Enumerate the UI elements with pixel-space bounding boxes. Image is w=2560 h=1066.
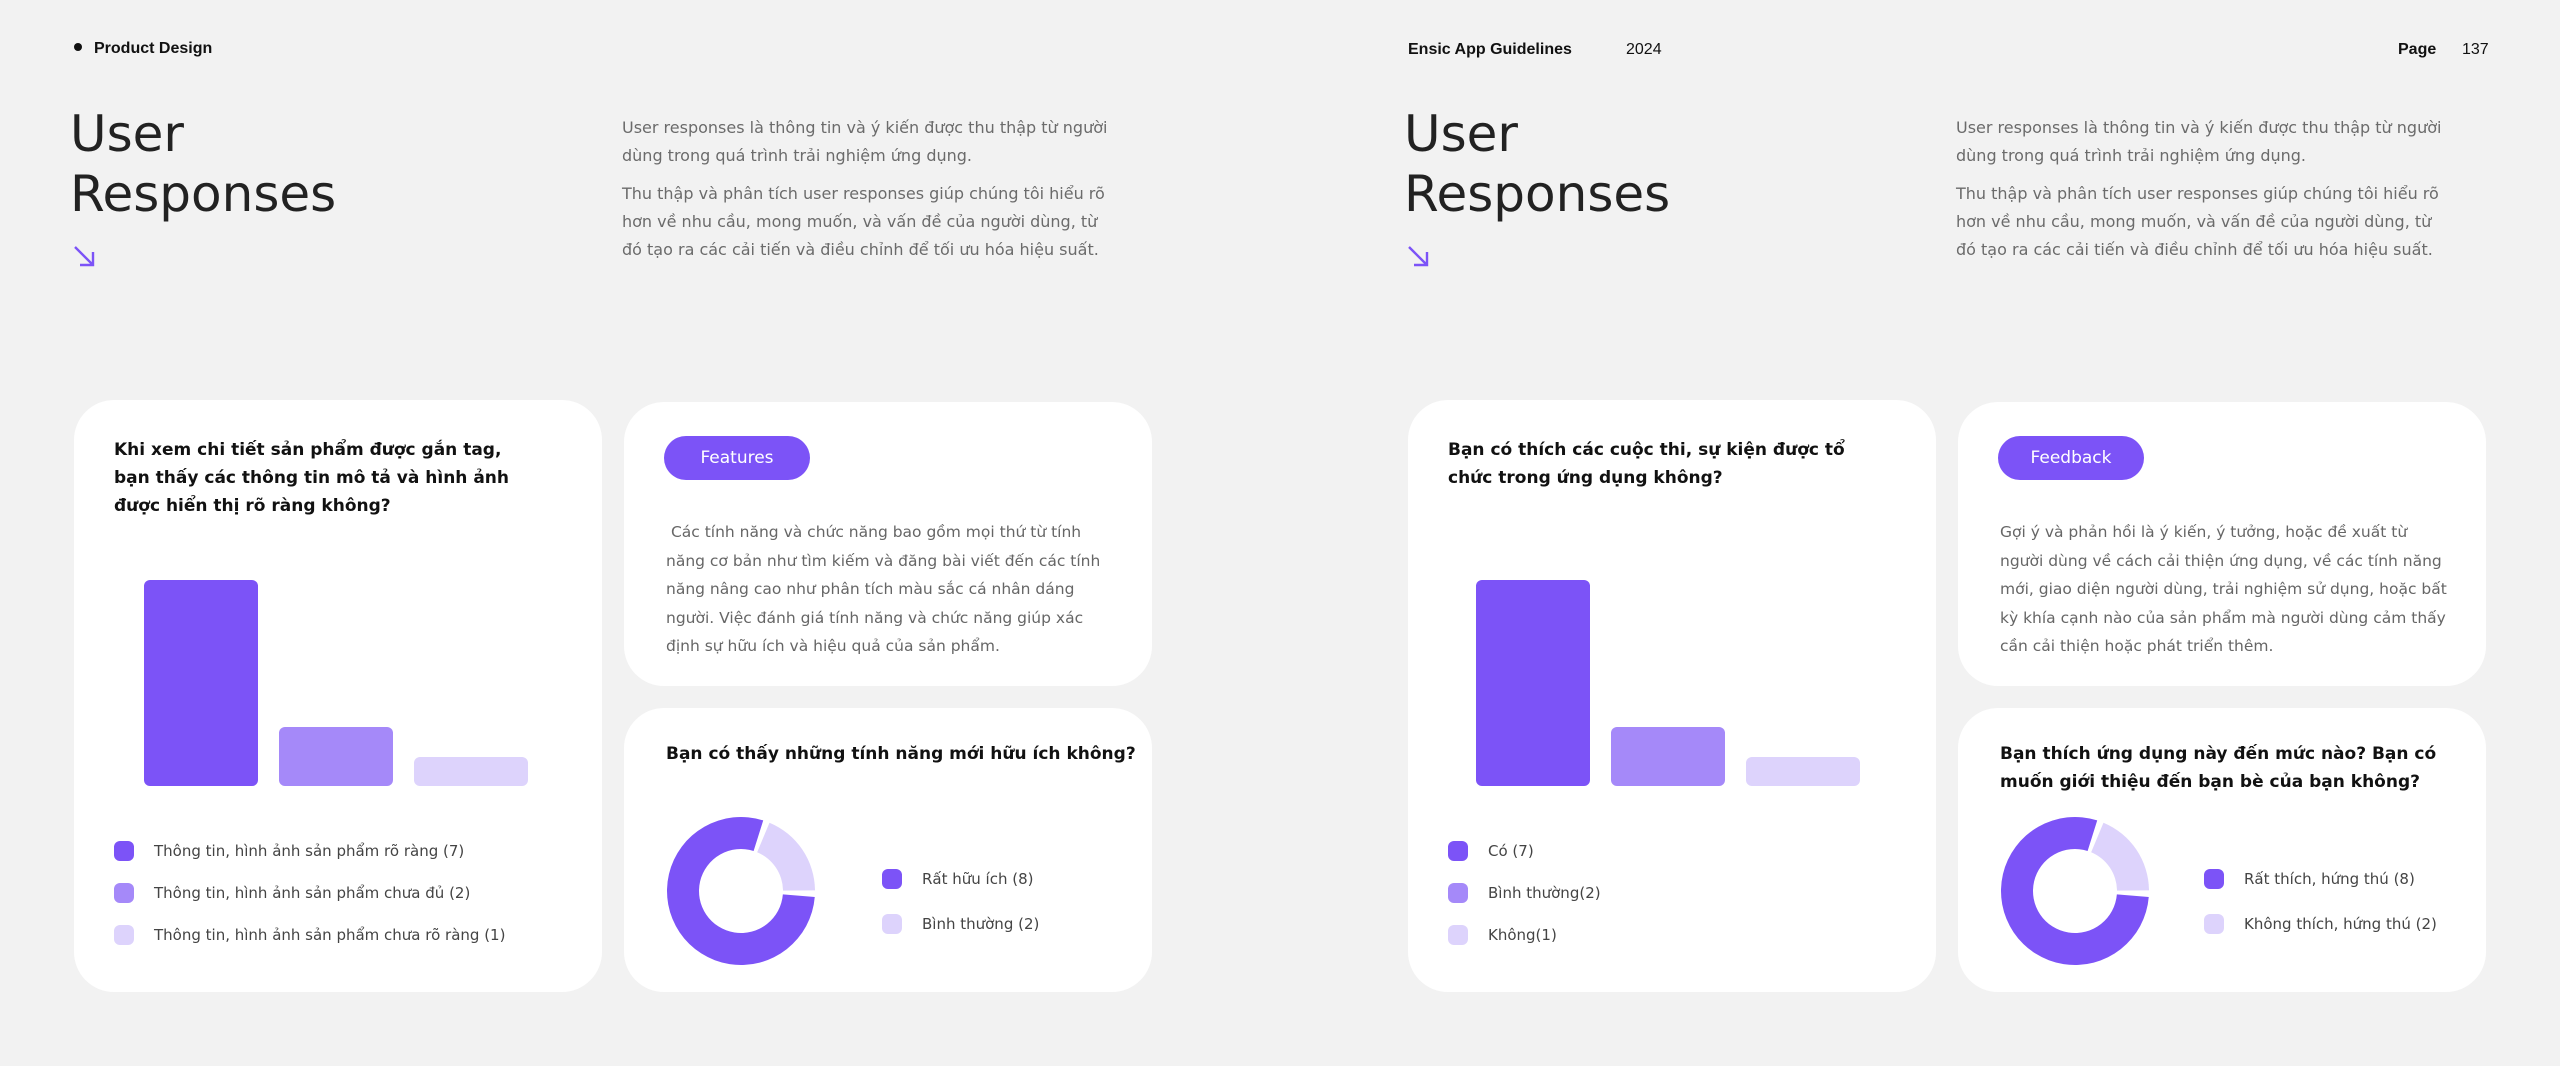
legend-item: Không(1) [1448,914,1601,956]
donut-slice [2091,822,2149,891]
year: 2024 [1626,41,1662,58]
intro-paragraph: Thu thập và phân tích user responses giú… [1956,184,2439,259]
arrow-down-right-icon [74,246,95,267]
intro-text: User responses là thông tin và ý kiến đư… [622,114,1122,264]
chart-legend: Rất thích, hứng thú (8) Không thích, hứn… [2204,856,2437,946]
legend-swatch [114,841,134,861]
left-page: User Responses User responses là thông t… [70,104,1152,992]
donut-slice [667,817,815,965]
right-page: User Responses User responses là thông t… [1334,0,2560,1066]
legend-item: Thông tin, hình ảnh sản phẩm chưa rõ ràn… [114,914,505,956]
legend-label: Bình thường (2) [922,914,1040,933]
legend-label: Rất hữu ích (8) [922,869,1034,888]
donut-slice [757,822,815,891]
intro-paragraph: Thu thập và phân tích user responses giú… [622,184,1105,259]
feedback-tag: Feedback [1998,436,2144,480]
doc-title: Ensic App Guidelines [1408,41,1572,58]
bar [1476,580,1590,786]
legend-item: Thông tin, hình ảnh sản phẩm chưa đủ (2) [114,872,505,914]
section-label: Product Design [74,40,212,58]
bar [414,756,528,786]
bar [279,727,393,786]
legend-swatch [882,913,902,934]
bar [1746,756,1860,786]
survey-question: Bạn có thấy những tính năng mới hữu ích … [666,744,1136,764]
features-card: Features Các tính năng và chức năng bao … [624,402,1152,686]
bar [144,580,258,786]
legend-item: Rất thích, hứng thú (8) [2204,856,2437,901]
bar [1611,727,1725,786]
survey-question: Bạn có thích các cuộc thi, sự kiện được … [1448,440,1845,488]
donut-chart-card: Bạn có thấy những tính năng mới hữu ích … [624,708,1152,992]
legend-label: Thông tin, hình ảnh sản phẩm rõ ràng (7) [154,842,465,860]
legend-label: Thông tin, hình ảnh sản phẩm chưa rõ ràn… [154,926,506,944]
legend-item: Bình thường(2) [1448,872,1601,914]
page-number: 137 [2462,41,2489,58]
legend-label: Thông tin, hình ảnh sản phẩm chưa đủ (2) [154,884,471,902]
feedback-card: Feedback Gợi ý và phản hồi là ý kiến, ý … [1958,402,2486,686]
section-label-text: Product Design [94,40,213,57]
intro-text: User responses là thông tin và ý kiến đư… [1956,114,2456,264]
bar-chart-card: Bạn có thích các cuộc thi, sự kiện được … [1408,400,1936,992]
legend-swatch [2204,913,2224,934]
legend-label: Có (7) [1488,842,1534,860]
arrow-down-right-icon [1408,246,1429,267]
legend-swatch [1448,925,1468,945]
intro-paragraph: User responses là thông tin và ý kiến đư… [1956,118,2442,165]
legend-item: Không thích, hứng thú (2) [2204,901,2437,946]
page-title-line-2: Responses [70,165,337,223]
legend-label: Không thích, hứng thú (2) [2244,914,2437,933]
page-label: Page [2398,41,2437,58]
intro-paragraph: User responses là thông tin và ý kiến đư… [622,118,1108,165]
bar-chart [1476,580,1876,786]
page-title-line-1: User [70,105,184,163]
survey-question: Bạn thích ứng dụng này đến mức nào? Bạn … [2000,744,2437,792]
legend-swatch [1448,883,1468,903]
chart-legend: Có (7) Bình thường(2) Không(1) [1448,830,1601,956]
page-title: User Responses [1404,104,1670,224]
donut-slice [2001,817,2149,965]
page-title-line-1: User [1404,105,1518,163]
bar-chart [144,580,544,786]
legend-swatch [882,868,902,889]
donut-chart [2001,817,2149,965]
page-title-line-2: Responses [1404,165,1671,223]
bar-chart-card: Khi xem chi tiết sản phẩm được gắn tag, … [74,400,602,992]
bullet-dot [74,42,82,51]
legend-swatch [114,883,134,903]
legend-label: Không(1) [1488,926,1557,944]
legend-item: Có (7) [1448,830,1601,872]
legend-label: Bình thường(2) [1488,884,1601,902]
page-title: User Responses [70,104,336,224]
legend-label: Rất thích, hứng thú (8) [2244,869,2415,888]
features-description: Các tính năng và chức năng bao gồm mọi t… [666,523,1106,655]
features-tag: Features [664,436,810,480]
survey-question: Khi xem chi tiết sản phẩm được gắn tag, … [114,440,510,516]
feedback-description: Gợi ý và phản hồi là ý kiến, ý tưởng, ho… [2000,523,2447,655]
legend-item: Rất hữu ích (8) [882,856,1039,901]
donut-chart-card: Bạn thích ứng dụng này đến mức nào? Bạn … [1958,708,2486,992]
legend-swatch [2204,868,2224,889]
legend-item: Thông tin, hình ảnh sản phẩm rõ ràng (7) [114,830,505,872]
chart-legend: Rất hữu ích (8) Bình thường (2) [882,856,1039,946]
legend-swatch [114,925,134,945]
donut-chart [667,817,815,965]
legend-swatch [1448,841,1468,861]
legend-item: Bình thường (2) [882,901,1039,946]
chart-legend: Thông tin, hình ảnh sản phẩm rõ ràng (7)… [114,830,505,956]
